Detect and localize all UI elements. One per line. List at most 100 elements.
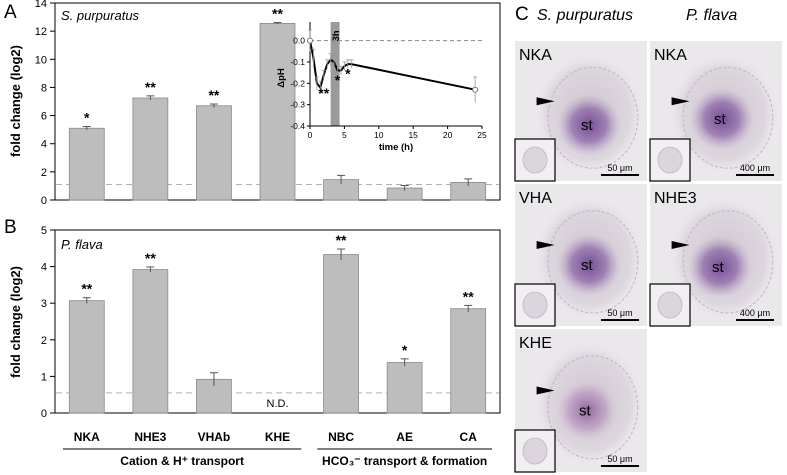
chart-a-significance: *******: [84, 6, 283, 126]
chart-b-category-ae: AE: [396, 430, 413, 444]
photo-gene-label: VHA: [519, 190, 552, 207]
arrowhead-icon: [536, 386, 555, 395]
chart-a-ytick-label: 2: [41, 167, 47, 179]
scale-bar-label: 50 μm: [607, 163, 632, 173]
panel-letter-b: B: [4, 217, 17, 238]
chart-a-significance-label: **: [272, 6, 283, 22]
chart-a-bar-nka: [68, 127, 105, 201]
chart-b-bar-nbc: [323, 254, 359, 414]
chart-a: S. purpuratus fold change (log2) 0 2 4 6 8 10…: [8, 0, 501, 207]
inset-annotation: **: [318, 85, 329, 101]
inset-ylabel: ΔpH: [276, 68, 287, 88]
embryo-outline: [547, 355, 639, 460]
chart-b-ytick-label: 5: [41, 225, 47, 237]
chart-a-bar-nhe3: [132, 97, 169, 201]
inset-ytick-label: -0.4: [290, 121, 305, 131]
chart-b-category-khe: KHE: [265, 430, 290, 444]
photo-tile-nhe3-3: NHE3 st 400 μm: [649, 184, 782, 327]
inset-band-label: 3h: [331, 30, 342, 41]
chart-b-missing-label: N.D.: [267, 398, 289, 410]
embryo-outline: [547, 66, 639, 169]
panel-letter-a: A: [4, 2, 17, 23]
inset-annotation: *: [345, 66, 351, 82]
chart-b-species: P. flava: [61, 237, 103, 252]
chart-a-ytick-label: 6: [41, 111, 47, 123]
photo-tile-nka-1: NKA st 400 μm: [649, 41, 782, 182]
chart-b-ytick-label: 0: [41, 408, 47, 420]
chart-a-inset: 3h 0.0-0.1-0.2-0.3-0.40 5 10 15 20 25 *** * Δp…: [276, 22, 487, 153]
chart-b-categories: NKA NHE3 VHAb KHE NBC AE CA: [74, 430, 477, 444]
chart-a-significance-label: **: [145, 79, 156, 95]
chart-b-ytick-label: 3: [41, 298, 47, 310]
inset-point: [472, 86, 479, 93]
chart-b-yticks: 0 1 2 3 4 5: [41, 225, 55, 420]
embryo-outline: [682, 66, 774, 169]
chart-a-significance-label: *: [84, 110, 90, 126]
chart-b-significance-label: *: [402, 342, 408, 358]
chart-a-ytick-label: 8: [41, 82, 47, 94]
inset-ticks: 0.0 -0.1 -0.2 -0.3 -0.40 5 10 15 20 25: [290, 36, 487, 140]
chart-b-category-nka: NKA: [74, 430, 100, 444]
scale-bar-label: 50 μm: [607, 308, 632, 318]
photo-region-label: st: [714, 111, 727, 128]
photo-header-p-flava: P. flava: [686, 7, 737, 24]
inset-xtick-label: 5: [342, 130, 347, 140]
photo-region-label: st: [581, 257, 594, 274]
chart-b-ytick-label: 2: [41, 335, 47, 347]
chart-a-ytick-label: 4: [41, 139, 47, 151]
photo-gene-label: NKA: [654, 47, 687, 64]
chart-b-groups: Cation & H⁺ transport HCO₃⁻ transport & f…: [63, 448, 492, 468]
thumbnail-embryo: [522, 291, 548, 319]
chart-b-significance-label: **: [463, 288, 474, 304]
chart-b-significance-label: **: [81, 281, 92, 297]
inset-xtick-label: 15: [408, 130, 418, 140]
chart-b-significance: *********: [81, 232, 474, 358]
chart-b-bar-nka: [68, 300, 105, 414]
chart-a-species: S. purpuratus: [61, 8, 140, 23]
chart-b-ylabel: fold change (log2): [8, 266, 23, 378]
chart-a-ytick-label: 0: [41, 195, 47, 207]
photo-grid: NKA st 50 μm NKA st 400 μm VHA st 50 μm NHE3 st 400…: [514, 41, 782, 473]
chart-b-bar-ae: [386, 362, 423, 414]
inset-xtick-label: 25: [477, 130, 487, 140]
chart-a-bars: [68, 22, 487, 201]
stomach-stain: [690, 88, 754, 150]
inset-annotation: *: [335, 72, 341, 88]
arrowhead-icon: [671, 97, 690, 106]
inset-series-line: [309, 40, 476, 91]
chart-b-significance-label: **: [145, 250, 156, 266]
inset-ytick-label: -0.1: [290, 57, 305, 67]
inset-band: [330, 22, 340, 126]
chart-b-category-nbc: NBC: [328, 430, 354, 444]
photo-gene-label: NHE3: [654, 190, 697, 207]
chart-a-significance-label: **: [208, 87, 219, 103]
chart-a-ytick-label: 14: [35, 0, 47, 10]
inset-annotations: *** *: [318, 66, 351, 101]
inset-xtick-label: 10: [374, 130, 384, 140]
inset-ytick-label: -0.2: [290, 78, 305, 88]
thumbnail-embryo: [522, 437, 548, 465]
chart-b-ytick-label: 1: [41, 371, 47, 383]
thumbnail-embryo: [657, 146, 683, 174]
photo-region-label: st: [581, 117, 594, 134]
chart-a-ylabel: fold change (log2): [8, 45, 23, 157]
photo-gene-label: KHE: [519, 335, 552, 352]
thumbnail-embryo: [657, 291, 683, 319]
stomach-stain: [688, 235, 752, 299]
chart-b-ytick-label: 4: [41, 262, 47, 274]
arrowhead-icon: [536, 97, 555, 106]
inset-ytick-label: -0.3: [290, 100, 305, 110]
photo-header-s-purpuratus: S. purpuratus: [537, 7, 633, 24]
scale-bar-label: 400 μm: [740, 308, 770, 318]
chart-b-category-vhab: VHAb: [198, 430, 231, 444]
chart-b-category-nhe3: NHE3: [134, 430, 166, 444]
chart-b-group-label: HCO₃⁻ transport & formation: [322, 454, 487, 468]
chart-b-significance-label: **: [336, 232, 347, 248]
chart-a-bar-vhab: [196, 105, 232, 201]
photo-tile-nka-0: NKA st 50 μm: [514, 41, 647, 182]
inset-xtick-label: 0: [308, 130, 313, 140]
stomach-stain: [557, 94, 621, 156]
inset-point: [307, 37, 313, 44]
